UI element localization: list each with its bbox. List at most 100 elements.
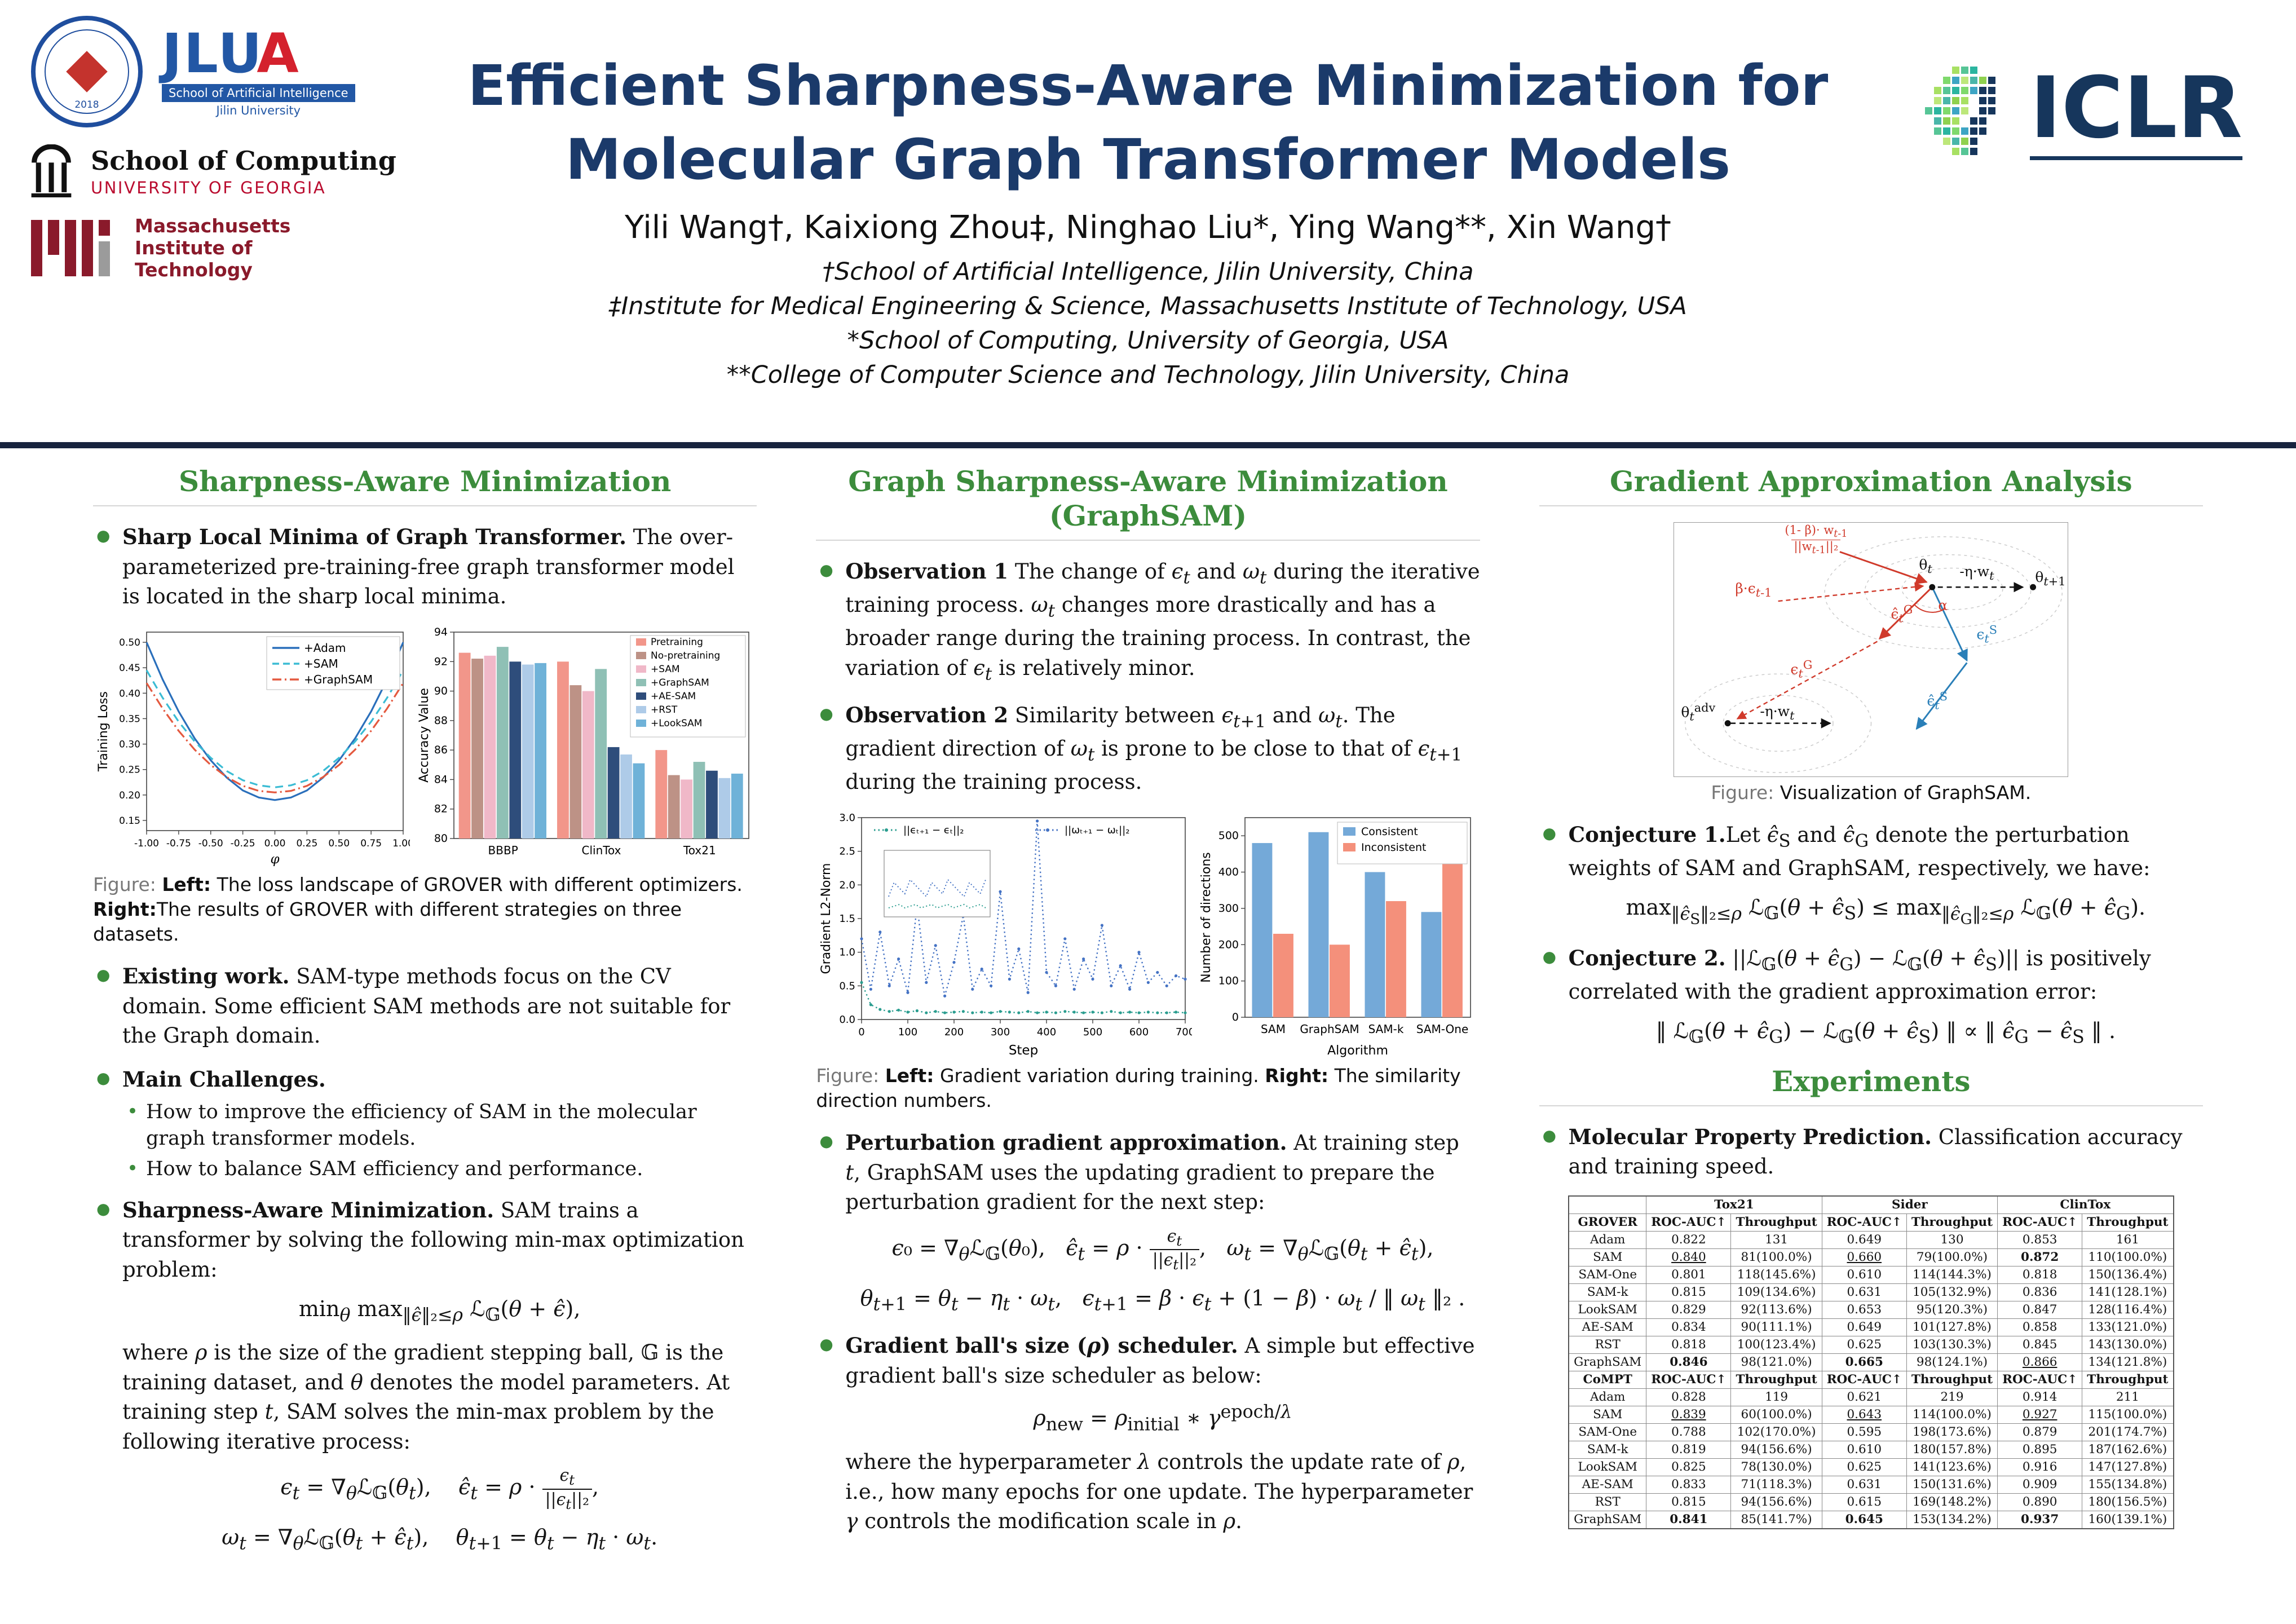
equation-graphsam-2: θt+1 = θt − ηt · ωt, ϵt+1 = β · ϵt + (1 …	[860, 1285, 1465, 1315]
table-cell: SAM-One	[1568, 1423, 1647, 1441]
svg-text:Tox21: Tox21	[683, 844, 716, 857]
svg-text:500: 500	[1083, 1026, 1102, 1038]
svg-text:φ: φ	[270, 852, 280, 867]
figure1-caption: Figure: Left: The loss landscape of GROV…	[93, 873, 743, 946]
table-cell: 0.866	[1997, 1353, 2083, 1371]
table-cell: 98(124.1%)	[1906, 1353, 1998, 1371]
svg-text:||ϵₜ₊₁ − ϵₜ||₂: ||ϵₜ₊₁ − ϵₜ||₂	[903, 824, 964, 836]
mit-logo-text: Massachusetts Institute of Technology	[135, 215, 291, 281]
affiliation-2: ‡Institute for Medical Engineering & Sci…	[609, 292, 1687, 321]
table-cell: 155(134.8%)	[2082, 1475, 2174, 1494]
uga-university-label: UNIVERSITY OF GEORGIA	[91, 178, 326, 197]
table-cell: 81(100.0%)	[1730, 1248, 1822, 1266]
bullet-existing-work: Existing work. SAM-type methods focus on…	[93, 961, 757, 1051]
svg-text:Step: Step	[1009, 1043, 1038, 1058]
diagram-label-eta-omega-bottom: -η·wt	[1760, 703, 1795, 722]
svg-text:Pretraining: Pretraining	[651, 637, 703, 648]
table-header-cell: Sider	[1821, 1195, 1998, 1214]
mit-logo-icon	[31, 220, 110, 277]
table-cell: 0.890	[1997, 1493, 2083, 1511]
table-cell: RST	[1568, 1335, 1647, 1354]
graphsam-diagram-svg	[1685, 536, 2063, 773]
svg-text:Consistent: Consistent	[1361, 826, 1418, 838]
diagram-label-beta-epsilon: β·ϵt-1	[1735, 580, 1772, 599]
table-row: AE-SAM 0.834 90(111.1%) 0.649 101(127.8%) 0.8…	[1568, 1318, 2174, 1336]
table-cell: 128(116.4%)	[2082, 1300, 2174, 1319]
table-cell: 114(144.3%)	[1906, 1265, 1998, 1284]
diagram-label-eta-omega-top: -η·wt	[1959, 563, 1994, 582]
table-header-cell: ROC-AUC↑	[1646, 1213, 1732, 1232]
svg-text:0.30: 0.30	[119, 739, 140, 750]
table-cell: 0.895	[1997, 1440, 2083, 1459]
svg-text:80: 80	[434, 832, 447, 845]
table-cell: 90(111.1%)	[1730, 1318, 1822, 1336]
svg-text:0.25: 0.25	[296, 838, 317, 849]
col1-list-top: Sharp Local Minima of Graph Transformer.…	[93, 522, 757, 612]
table-header-cell: ROC-AUC↑	[1821, 1213, 1907, 1232]
table-cell: 94(156.6%)	[1730, 1440, 1822, 1459]
table-cell: 0.801	[1646, 1265, 1732, 1284]
svg-text:94: 94	[434, 626, 447, 638]
svg-text:700: 700	[1176, 1026, 1192, 1038]
table-cell: 79(100.0%)	[1906, 1248, 1998, 1266]
svg-text:0.00: 0.00	[264, 838, 285, 849]
table-cell: Adam	[1568, 1230, 1647, 1249]
table-cell: 92(113.6%)	[1730, 1300, 1822, 1319]
bullet-conjecture-1: Conjecture 1.Let ϵ̂S and ϵ̂G denote the …	[1539, 820, 2203, 930]
table-cell: 134(121.8%)	[2082, 1353, 2174, 1371]
table-cell: 180(156.5%)	[2082, 1493, 2174, 1511]
results-table: Tox21 Sider ClinTox GROVER ROC-AUC↑ Throughpu…	[1568, 1195, 2174, 1529]
col3-list-conjectures: Conjecture 1.Let ϵ̂S and ϵ̂G denote the …	[1539, 820, 2203, 1050]
table-cell: 0.937	[1997, 1510, 2083, 1529]
svg-text:2.0: 2.0	[839, 879, 855, 891]
svg-text:+GraphSAM: +GraphSAM	[304, 673, 373, 686]
jlu-seal-logo: 2018	[31, 16, 143, 127]
table-row: GraphSAM 0.841 85(141.7%) 0.645 153(134.2%) 0…	[1568, 1510, 2174, 1529]
table-cell: 143(130.0%)	[2082, 1335, 2174, 1354]
uga-school-label: School of Computing	[91, 145, 396, 176]
table-header-cell: GROVER	[1568, 1213, 1647, 1232]
svg-text:200: 200	[944, 1026, 964, 1038]
column2-heading-line2: (GraphSAM)	[1049, 499, 1247, 532]
table-cell: 141(128.1%)	[2082, 1283, 2174, 1301]
table-cell: 0.845	[1997, 1335, 2083, 1354]
table-cell: 118(145.6%)	[1730, 1265, 1822, 1284]
table-row: LookSAM 0.825 78(130.0%) 0.625 141(123.6%) 0.…	[1568, 1458, 2174, 1476]
table-row: SAM-k 0.819 94(156.6%) 0.610 180(157.8%) 0.89…	[1568, 1440, 2174, 1459]
diagram-label-epsilon-s-bottom: ϵ̂tS	[1927, 690, 1948, 712]
svg-text:500: 500	[1218, 829, 1239, 842]
table-cell: 0.833	[1646, 1475, 1732, 1494]
table-cell: 109(134.6%)	[1730, 1283, 1822, 1301]
table-cell: 0.840	[1646, 1248, 1732, 1266]
svg-text:0.5: 0.5	[839, 980, 855, 992]
table-header-cell: ROC-AUC↑	[1997, 1370, 2083, 1389]
svg-text:-0.75: -0.75	[166, 838, 191, 849]
column-graphsam: Graph Sharpness-Aware Minimization (Grap…	[816, 464, 1480, 1570]
table-cell: 0.610	[1821, 1440, 1907, 1459]
jlu-seal-year: 2018	[74, 99, 99, 111]
svg-text:0.15: 0.15	[119, 815, 140, 827]
equation-sam-epsilon: ϵt = ∇θℒ𝔾(θt), ϵ̂t = ρ · ϵt ||ϵt||₂,	[280, 1465, 599, 1512]
table-cell: 211	[2082, 1388, 2174, 1406]
equation-conjecture-1: max‖ϵ̂S‖₂≤ρ ℒ𝔾(θ + ϵ̂S) ≤ max‖ϵ̂G‖₂≤ρ ℒ𝔾…	[1626, 894, 2146, 928]
diagram-label-theta-adv: θtadv	[1681, 701, 1716, 723]
svg-text:0.20: 0.20	[119, 789, 140, 801]
diagram-label-theta-t: θt	[1919, 557, 1932, 576]
table-subheader-row: CoMPT ROC-AUC↑ Throughput ROC-AUC↑ Throughpu…	[1568, 1370, 2174, 1389]
svg-text:100: 100	[1218, 974, 1239, 987]
table-header-cell: CoMPT	[1568, 1370, 1647, 1389]
table-header-cell: Throughput	[1730, 1370, 1822, 1389]
table-row: LookSAM 0.829 92(113.6%) 0.653 95(120.3%) 0.8…	[1568, 1300, 2174, 1319]
table-cell: 98(121.0%)	[1730, 1353, 1822, 1371]
table-cell: 102(170.0%)	[1730, 1423, 1822, 1441]
svg-text:GraphSAM: GraphSAM	[1300, 1022, 1359, 1036]
jlu-wordmark: JLU	[162, 21, 264, 85]
svg-text:84: 84	[434, 773, 447, 785]
svg-text:600: 600	[1129, 1026, 1149, 1038]
svg-text:+SAM: +SAM	[651, 664, 680, 675]
bullet-conjecture-2: Conjecture 2. ||ℒ𝔾(θ + ϵ̂G) − ℒ𝔾(θ + ϵ̂S…	[1539, 943, 2203, 1050]
table-cell: SAM-k	[1568, 1283, 1647, 1301]
svg-text:400: 400	[1037, 1026, 1056, 1038]
svg-text:ClinTox: ClinTox	[581, 844, 621, 857]
table-cell: 133(121.0%)	[2082, 1318, 2174, 1336]
